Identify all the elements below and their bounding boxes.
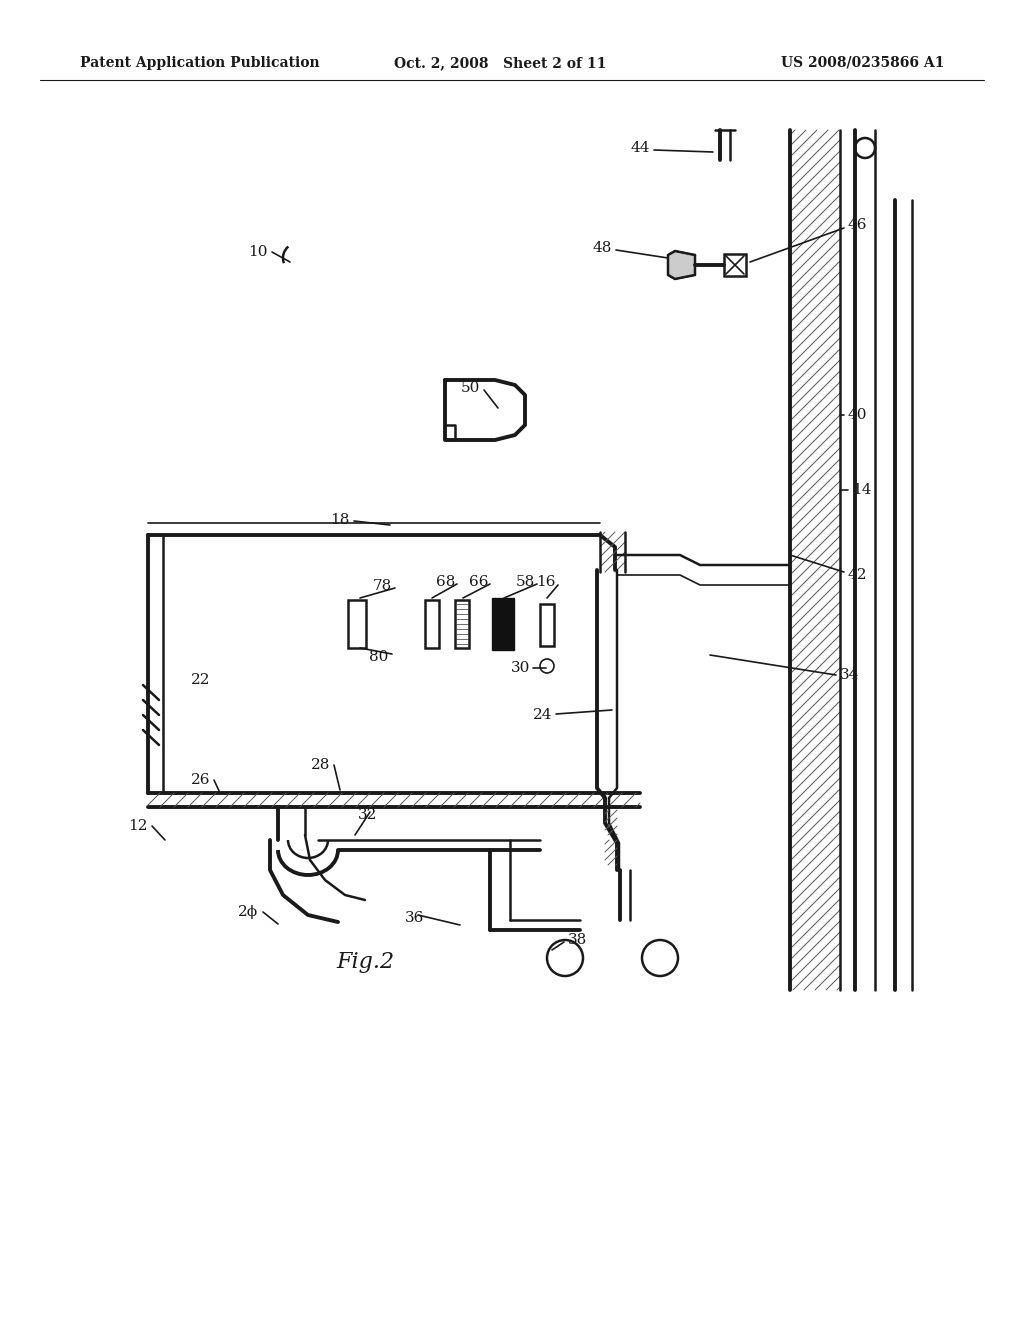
Text: 50: 50: [461, 381, 480, 395]
Bar: [540, 605, 554, 645]
Text: 40: 40: [848, 408, 867, 422]
Text: 12: 12: [128, 818, 148, 833]
Text: 22: 22: [190, 673, 210, 686]
Text: 68: 68: [435, 576, 455, 589]
Text: 30: 30: [511, 661, 530, 675]
Text: Oct. 2, 2008   Sheet 2 of 11: Oct. 2, 2008 Sheet 2 of 11: [394, 55, 606, 70]
Text: 26: 26: [190, 774, 210, 787]
Bar: [348, 601, 366, 648]
Circle shape: [540, 659, 554, 673]
Text: 32: 32: [358, 808, 378, 822]
Text: 14: 14: [852, 483, 871, 498]
Polygon shape: [668, 251, 695, 279]
Text: 28: 28: [310, 758, 330, 772]
Text: 80: 80: [369, 649, 388, 664]
Bar: [492, 598, 514, 649]
Text: 36: 36: [406, 911, 425, 925]
Bar: [455, 601, 469, 648]
Text: Fig.2: Fig.2: [336, 950, 394, 973]
Text: 66: 66: [469, 576, 488, 589]
Bar: [425, 601, 439, 648]
Circle shape: [855, 139, 874, 158]
Text: 38: 38: [568, 933, 587, 946]
Text: 34: 34: [840, 668, 859, 682]
Text: 2ϕ: 2ϕ: [238, 906, 258, 919]
Text: 10: 10: [249, 246, 268, 259]
Text: Patent Application Publication: Patent Application Publication: [80, 55, 319, 70]
Text: 42: 42: [848, 568, 867, 582]
Bar: [724, 253, 746, 276]
Text: 18: 18: [331, 513, 350, 527]
Circle shape: [547, 940, 583, 975]
Text: 48: 48: [593, 242, 612, 255]
Text: US 2008/0235866 A1: US 2008/0235866 A1: [780, 55, 944, 70]
Text: 44: 44: [631, 141, 650, 154]
Text: 58: 58: [516, 576, 535, 589]
Text: 24: 24: [532, 708, 552, 722]
Circle shape: [642, 940, 678, 975]
Text: 46: 46: [848, 218, 867, 232]
Text: 16: 16: [537, 576, 556, 589]
Text: 78: 78: [373, 579, 392, 593]
